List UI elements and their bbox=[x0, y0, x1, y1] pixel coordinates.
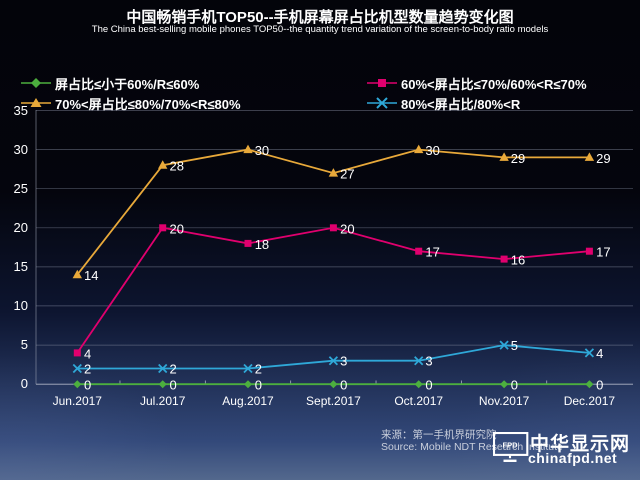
svg-text:3: 3 bbox=[340, 354, 347, 369]
svg-text:30: 30 bbox=[14, 142, 28, 157]
svg-text:0: 0 bbox=[425, 378, 432, 393]
svg-text:5: 5 bbox=[511, 338, 518, 353]
svg-text:Jun.2017: Jun.2017 bbox=[53, 394, 103, 408]
svg-text:2: 2 bbox=[255, 362, 262, 377]
svg-text:0: 0 bbox=[21, 376, 28, 391]
svg-text:25: 25 bbox=[14, 181, 28, 196]
svg-text:2: 2 bbox=[170, 362, 177, 377]
svg-text:16: 16 bbox=[511, 253, 525, 268]
svg-text:0: 0 bbox=[511, 378, 518, 393]
svg-text:35: 35 bbox=[14, 103, 28, 118]
svg-text:2: 2 bbox=[84, 362, 91, 377]
svg-text:18: 18 bbox=[255, 237, 269, 252]
svg-text:28: 28 bbox=[170, 159, 184, 174]
svg-text:10: 10 bbox=[14, 298, 28, 313]
svg-text:3: 3 bbox=[425, 354, 432, 369]
svg-text:4: 4 bbox=[596, 346, 603, 361]
svg-text:5: 5 bbox=[21, 337, 28, 352]
svg-text:27: 27 bbox=[340, 167, 354, 182]
svg-text:Dec.2017: Dec.2017 bbox=[564, 394, 616, 408]
svg-text:0: 0 bbox=[596, 378, 603, 393]
svg-text:4: 4 bbox=[84, 347, 91, 362]
svg-text:0: 0 bbox=[255, 378, 262, 393]
svg-text:14: 14 bbox=[84, 268, 98, 283]
svg-text:29: 29 bbox=[596, 151, 610, 166]
svg-text:17: 17 bbox=[425, 245, 439, 260]
svg-text:20: 20 bbox=[14, 220, 28, 235]
svg-text:0: 0 bbox=[170, 378, 177, 393]
svg-text:30: 30 bbox=[255, 143, 269, 158]
svg-text:FPD: FPD bbox=[503, 441, 519, 450]
svg-text:0: 0 bbox=[340, 378, 347, 393]
svg-text:29: 29 bbox=[511, 151, 525, 166]
svg-text:Sept.2017: Sept.2017 bbox=[306, 394, 361, 408]
svg-text:20: 20 bbox=[340, 222, 354, 237]
svg-text:Aug.2017: Aug.2017 bbox=[222, 394, 274, 408]
svg-text:15: 15 bbox=[14, 259, 28, 274]
svg-text:20: 20 bbox=[170, 222, 184, 237]
svg-text:17: 17 bbox=[596, 245, 610, 260]
svg-text:0: 0 bbox=[84, 378, 91, 393]
svg-text:30: 30 bbox=[425, 143, 439, 158]
svg-text:Jul.2017: Jul.2017 bbox=[140, 394, 186, 408]
svg-text:Oct.2017: Oct.2017 bbox=[394, 394, 443, 408]
svg-text:Nov.2017: Nov.2017 bbox=[479, 394, 530, 408]
